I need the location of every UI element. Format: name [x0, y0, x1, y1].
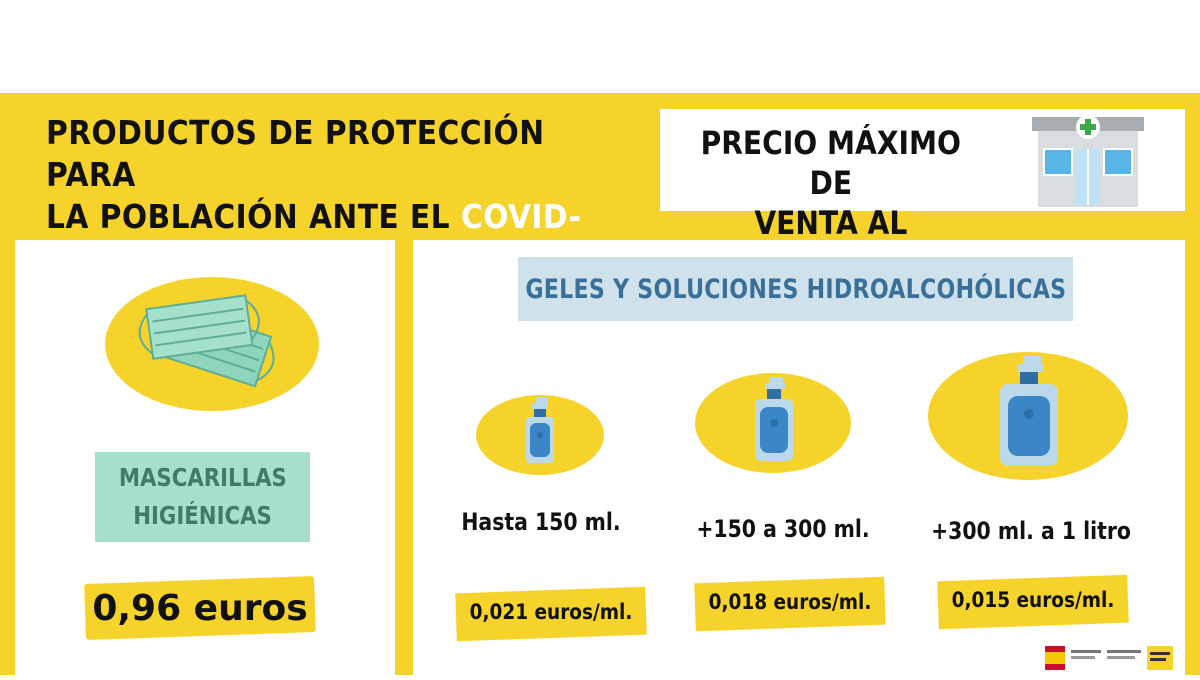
- gel-price: 0,015 euros/ml.: [951, 588, 1115, 612]
- masks-label-line-2: HIGIÉNICAS: [133, 501, 272, 530]
- gel-bottle-icon: [476, 395, 604, 475]
- face-mask-icon: [105, 277, 319, 411]
- price-box-line-1: PRECIO MÁXIMO DE: [700, 124, 961, 202]
- gel-size-label: Hasta 150 ml.: [461, 508, 621, 536]
- price-box: PRECIO MÁXIMO DE VENTA AL PÚBLICO: [660, 109, 1185, 282]
- pharmacy-icon: [1032, 115, 1144, 207]
- masks-panel: MASCARILLAS HIGIÉNICAS 0,96 euros: [15, 240, 395, 680]
- masks-label: MASCARILLAS HIGIÉNICAS: [95, 452, 310, 542]
- title-line-2-prefix: LA POBLACIÓN ANTE EL: [46, 197, 461, 236]
- government-logo: [1045, 646, 1173, 670]
- gel-option-small: Hasta 150 ml. 0,021 euros/ml.: [421, 240, 661, 680]
- gels-title: GELES Y SOLUCIONES HIDROALCOHÓLICAS: [525, 273, 1066, 305]
- gel-size-label: +150 a 300 ml.: [696, 515, 870, 543]
- gel-bottle-icon: [928, 352, 1128, 480]
- masks-price: 0,96 euros: [92, 588, 308, 629]
- gel-option-large: +300 ml. a 1 litro 0,015 euros/ml.: [913, 240, 1153, 680]
- gels-title-box: GELES Y SOLUCIONES HIDROALCOHÓLICAS: [518, 257, 1073, 321]
- page-title: PRODUCTOS DE PROTECCIÓN PARA LA POBLACIÓ…: [46, 112, 586, 280]
- title-line-1: PRODUCTOS DE PROTECCIÓN PARA: [46, 113, 545, 194]
- gel-option-medium: +150 a 300 ml. 0,018 euros/ml.: [663, 240, 903, 680]
- masks-label-line-1: MASCARILLAS: [118, 463, 287, 492]
- gels-panel: GELES Y SOLUCIONES HIDROALCOHÓLICAS Hast…: [413, 240, 1185, 680]
- gel-bottle-icon: [695, 373, 851, 473]
- gel-size-label: +300 ml. a 1 litro: [931, 517, 1131, 545]
- gel-price: 0,018 euros/ml.: [708, 590, 872, 614]
- gel-price: 0,021 euros/ml.: [469, 600, 633, 624]
